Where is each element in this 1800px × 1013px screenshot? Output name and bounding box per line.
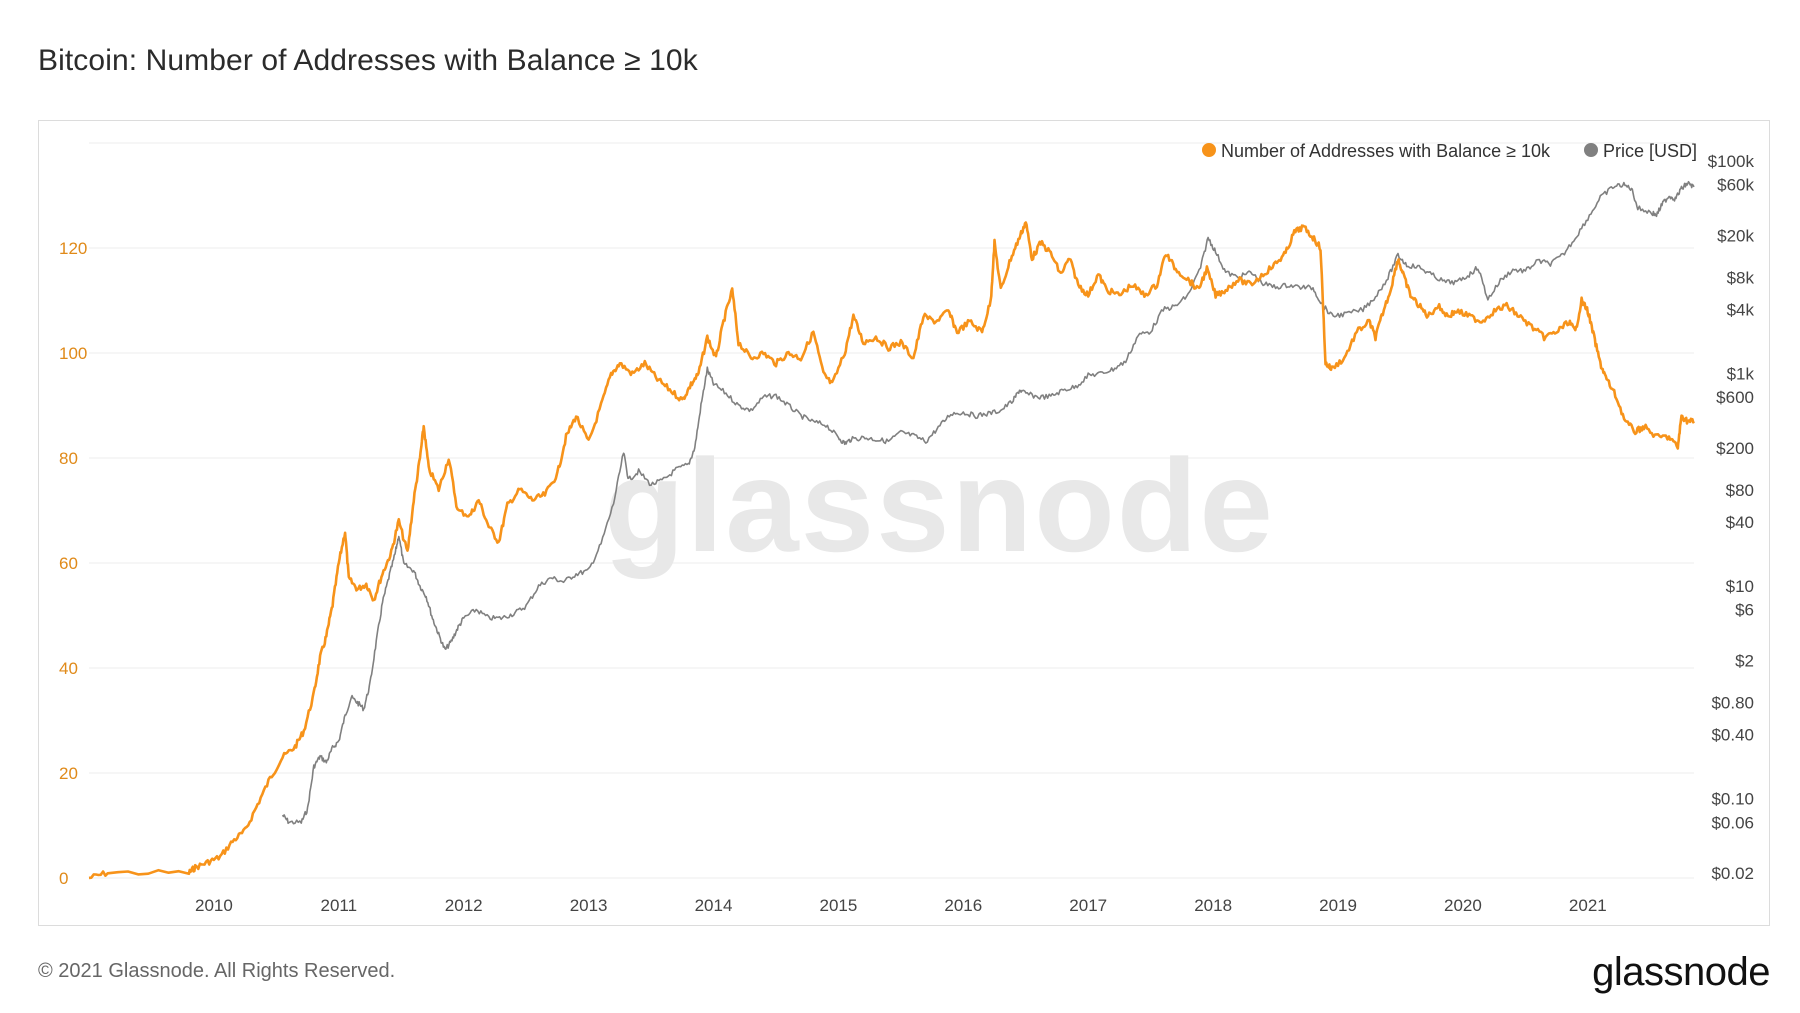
right-tick-label: $600 [1716, 388, 1754, 407]
legend-item-addresses[interactable]: Number of Addresses with Balance ≥ 10k [1202, 141, 1551, 161]
x-tick-label: 2015 [820, 896, 858, 915]
chart-title: Bitcoin: Number of Addresses with Balanc… [38, 44, 698, 77]
legend-label-price: Price [USD] [1603, 141, 1697, 161]
footer-copyright: © 2021 Glassnode. All Rights Reserved. [38, 960, 396, 982]
right-tick-label: $60k [1717, 176, 1754, 195]
right-tick-label: $80 [1726, 481, 1754, 500]
legend-item-price[interactable]: Price [USD] [1584, 141, 1697, 161]
addresses-series-line [88, 221, 1696, 880]
left-tick-label: 40 [59, 659, 78, 678]
legend-dot-price [1584, 143, 1598, 157]
watermark: glassnode [604, 432, 1275, 579]
x-tick-label: 2021 [1569, 896, 1607, 915]
x-tick-label: 2016 [944, 896, 982, 915]
legend-label-addresses: Number of Addresses with Balance ≥ 10k [1221, 141, 1551, 161]
x-tick-label: 2019 [1319, 896, 1357, 915]
right-tick-label: $40 [1726, 513, 1754, 532]
right-axis: $0.02 $0.06 $0.10 $0.40 $0.80 $2 $6 $10 $40 $80 $2… [1708, 152, 1755, 883]
right-tick-label: $8k [1727, 269, 1755, 288]
price-series-line [281, 180, 1695, 825]
x-tick-label: 2013 [570, 896, 608, 915]
x-tick-label: 2010 [195, 896, 233, 915]
left-tick-label: 80 [59, 449, 78, 468]
right-tick-label: $10 [1726, 577, 1754, 596]
x-tick-label: 2020 [1444, 896, 1482, 915]
footer-logo[interactable]: glassnode [1592, 950, 1770, 994]
x-tick-label: 2018 [1194, 896, 1232, 915]
right-tick-label: $0.40 [1711, 726, 1754, 745]
right-tick-label: $200 [1716, 439, 1754, 458]
right-tick-label: $6 [1735, 601, 1754, 620]
right-tick-label: $100k [1708, 152, 1755, 171]
right-tick-label: $1k [1727, 365, 1755, 384]
right-tick-label: $0.10 [1711, 790, 1754, 809]
left-axis: 0 20 40 60 80 100 120 [59, 239, 87, 888]
legend-dot-addresses [1202, 143, 1216, 157]
x-tick-label: 2017 [1069, 896, 1107, 915]
legend: Number of Addresses with Balance ≥ 10k P… [1202, 141, 1697, 161]
left-tick-label: 100 [59, 344, 87, 363]
left-tick-label: 0 [59, 869, 68, 888]
chart-svg: glassnode 0 20 40 60 80 100 120 $0.02 $0.06 $0.1… [59, 141, 1755, 915]
x-axis: 2010 2011 2012 2013 2014 2015 2016 2017 2018 2019… [195, 896, 1607, 915]
x-tick-label: 2012 [445, 896, 483, 915]
right-tick-label: $2 [1735, 651, 1754, 670]
left-tick-label: 20 [59, 764, 78, 783]
right-tick-label: $0.02 [1711, 864, 1754, 883]
right-tick-label: $0.06 [1711, 813, 1754, 832]
right-tick-label: $20k [1717, 226, 1754, 245]
x-tick-label: 2014 [695, 896, 733, 915]
left-tick-label: 120 [59, 239, 87, 258]
grid-lines [89, 142, 1694, 879]
chart-frame: glassnode 0 20 40 60 80 100 120 $0.02 $0.06 $0.1… [38, 120, 1770, 926]
left-tick-label: 60 [59, 554, 78, 573]
right-tick-label: $0.80 [1711, 694, 1754, 713]
right-tick-label: $4k [1727, 301, 1755, 320]
x-tick-label: 2011 [321, 896, 358, 915]
